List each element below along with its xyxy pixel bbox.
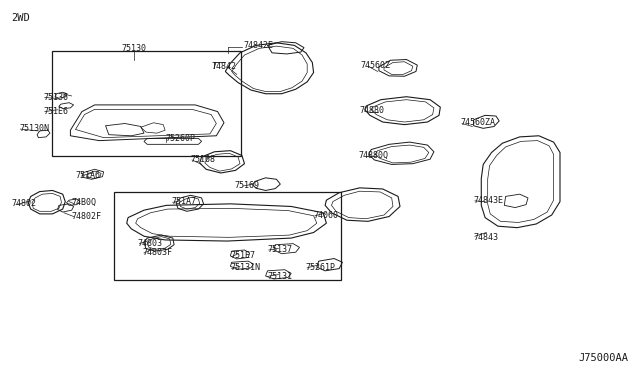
Text: 75136: 75136 <box>44 93 68 102</box>
Bar <box>114 192 341 280</box>
Text: 74803: 74803 <box>138 239 163 248</box>
Bar <box>52 51 241 156</box>
Text: 74842E: 74842E <box>243 41 273 50</box>
Text: 75130: 75130 <box>122 44 147 53</box>
Text: 74B0Q: 74B0Q <box>72 198 97 207</box>
Text: J75000AA: J75000AA <box>579 353 628 363</box>
Text: 75131: 75131 <box>268 272 292 281</box>
Text: 751A7: 751A7 <box>172 197 196 206</box>
Text: 75131N: 75131N <box>230 263 260 272</box>
Text: 74843: 74843 <box>474 233 499 242</box>
Text: 74060: 74060 <box>314 211 339 219</box>
Text: 751A6: 751A6 <box>76 171 100 180</box>
Text: 74802: 74802 <box>12 199 36 208</box>
Text: 74842: 74842 <box>211 62 236 71</box>
Text: 75169: 75169 <box>234 182 259 190</box>
Text: 75137: 75137 <box>268 245 292 254</box>
Text: 75260P: 75260P <box>165 134 195 143</box>
Text: 751E7: 751E7 <box>230 251 255 260</box>
Text: 74843E: 74843E <box>474 196 504 205</box>
Text: 74560Z: 74560Z <box>361 61 391 70</box>
Text: 751E6: 751E6 <box>44 107 68 116</box>
Text: 75130N: 75130N <box>19 124 49 133</box>
Text: 74802F: 74802F <box>72 212 102 221</box>
Text: 74560ZA: 74560ZA <box>461 118 496 127</box>
Text: 74880Q: 74880Q <box>358 151 388 160</box>
Text: 2WD: 2WD <box>12 13 30 23</box>
Text: 74803F: 74803F <box>142 248 172 257</box>
Text: 75168: 75168 <box>191 155 216 164</box>
Text: 75261P: 75261P <box>306 263 336 272</box>
Text: 74880: 74880 <box>360 106 385 115</box>
